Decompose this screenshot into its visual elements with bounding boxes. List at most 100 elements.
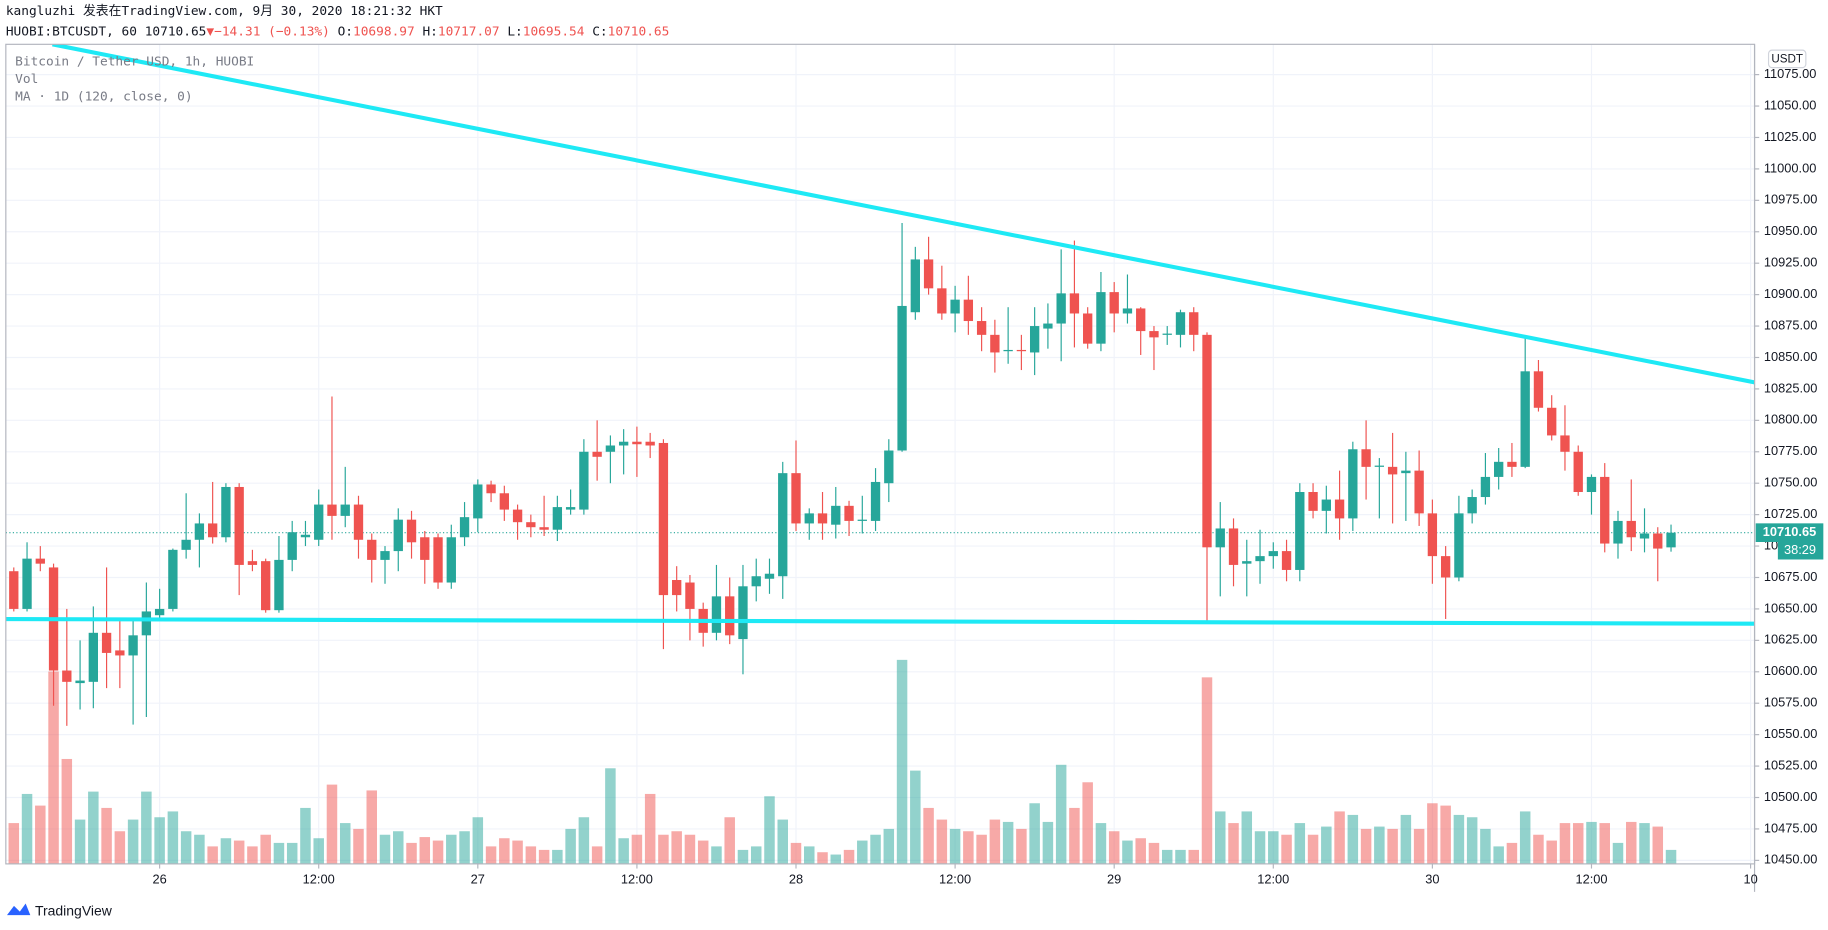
candle-body bbox=[738, 586, 748, 640]
c-label: C: bbox=[592, 24, 607, 39]
candle-body bbox=[1586, 476, 1597, 493]
volume-bar bbox=[777, 819, 788, 864]
volume-bar bbox=[273, 842, 285, 864]
legend-symbol: Bitcoin / Tether USD, 1h, HUOBI bbox=[15, 54, 254, 69]
candle-body bbox=[672, 580, 682, 596]
legend-ma: MA · 1D (120, close, 0) bbox=[15, 89, 192, 104]
volume-bar bbox=[114, 831, 126, 864]
volume-bar bbox=[697, 840, 709, 864]
candle-body bbox=[181, 539, 191, 550]
volume-bar bbox=[737, 849, 749, 864]
candle-body bbox=[1016, 349, 1027, 352]
volume-bar bbox=[1069, 807, 1080, 864]
candle-body bbox=[1281, 551, 1292, 570]
y-tick-label: 10450.00 bbox=[1764, 852, 1817, 867]
candle-body bbox=[831, 505, 841, 525]
candle-body bbox=[884, 450, 894, 484]
o-label: O: bbox=[338, 24, 353, 39]
candle-body bbox=[327, 504, 337, 516]
candle-body bbox=[632, 441, 642, 445]
candle-body bbox=[711, 596, 722, 633]
candle-body bbox=[380, 551, 390, 560]
candle-body bbox=[1056, 293, 1066, 324]
volume-bar bbox=[1294, 823, 1306, 864]
candle-body bbox=[579, 451, 589, 510]
volume-bar bbox=[141, 791, 152, 864]
candle-layer bbox=[9, 222, 1676, 726]
candle-body bbox=[1361, 449, 1371, 467]
candle-body bbox=[367, 539, 377, 560]
volume-bar bbox=[1347, 814, 1359, 864]
volume-bar bbox=[711, 846, 722, 864]
candle-body bbox=[1387, 466, 1398, 475]
volume-bar bbox=[300, 807, 311, 864]
y-tick-label: 10875.00 bbox=[1764, 317, 1817, 332]
volume-bar bbox=[1533, 834, 1544, 864]
candle-body bbox=[539, 527, 549, 530]
countdown-box bbox=[1777, 542, 1824, 560]
currency-box[interactable] bbox=[1767, 49, 1807, 69]
volume-bar bbox=[1612, 842, 1624, 864]
volume-layer bbox=[8, 659, 1677, 864]
candle-body bbox=[35, 558, 45, 564]
last-price: 10710.65 bbox=[145, 24, 207, 39]
y-tick-label: 10525.00 bbox=[1764, 757, 1817, 772]
candle-body bbox=[1295, 492, 1305, 570]
candle-body bbox=[287, 532, 297, 560]
y-tick-label: 10725.00 bbox=[1764, 506, 1817, 521]
candle-body bbox=[420, 537, 430, 560]
volume-bar bbox=[48, 671, 59, 864]
candle-body bbox=[115, 650, 125, 656]
candle-body bbox=[1149, 331, 1159, 338]
h-label: H: bbox=[422, 24, 437, 39]
volume-bar bbox=[605, 768, 616, 864]
change-arrow: ▼ bbox=[206, 24, 214, 39]
volume-bar bbox=[1360, 828, 1372, 864]
y-tick-label: 10825.00 bbox=[1764, 380, 1817, 395]
l-label: L: bbox=[507, 24, 522, 39]
y-tick-label: 10650.00 bbox=[1764, 600, 1817, 615]
candle-body bbox=[1189, 312, 1199, 335]
candle-body bbox=[1467, 497, 1477, 514]
candle-body bbox=[1427, 513, 1438, 557]
volume-bar bbox=[220, 838, 232, 864]
candle-body bbox=[168, 549, 178, 609]
currency[interactable]: USDT bbox=[1771, 53, 1803, 66]
volume-bar bbox=[35, 805, 46, 864]
volume-bar bbox=[512, 840, 523, 864]
candle-body bbox=[592, 451, 602, 457]
volume-bar bbox=[8, 823, 20, 864]
last-price-box bbox=[1755, 523, 1824, 543]
volume-bar bbox=[247, 846, 258, 864]
candle-body bbox=[459, 517, 470, 538]
candle-body bbox=[1255, 556, 1265, 562]
candle-body bbox=[473, 484, 483, 519]
volume-bar bbox=[578, 817, 590, 864]
x-tick-label: 10 bbox=[1743, 872, 1757, 887]
candle-body bbox=[9, 571, 19, 609]
candle-body bbox=[645, 441, 655, 446]
candle-body bbox=[1600, 476, 1610, 544]
y-tick-label: 10775.00 bbox=[1764, 443, 1817, 458]
volume-bar bbox=[1626, 821, 1637, 864]
volume-bar bbox=[1321, 826, 1332, 864]
volume-bar bbox=[896, 659, 908, 864]
brand: TradingView bbox=[35, 902, 113, 918]
volume-bar bbox=[857, 840, 868, 864]
candle-body bbox=[88, 632, 98, 682]
candle-body bbox=[950, 299, 960, 314]
volume-bar bbox=[1175, 849, 1186, 864]
volume-bar bbox=[565, 828, 576, 864]
candle-body bbox=[1242, 561, 1252, 564]
candle-body bbox=[778, 473, 788, 577]
volume-bar bbox=[817, 852, 828, 864]
volume-bar bbox=[525, 846, 537, 864]
volume-bar bbox=[591, 846, 603, 864]
volume-bar bbox=[910, 770, 921, 864]
volume-bar bbox=[286, 842, 298, 864]
y-tick-label: 10625.00 bbox=[1764, 632, 1817, 647]
candle-body bbox=[1136, 308, 1146, 332]
y-tick-label: 11000.00 bbox=[1764, 160, 1817, 175]
o-value: 10698.97 bbox=[353, 24, 415, 39]
